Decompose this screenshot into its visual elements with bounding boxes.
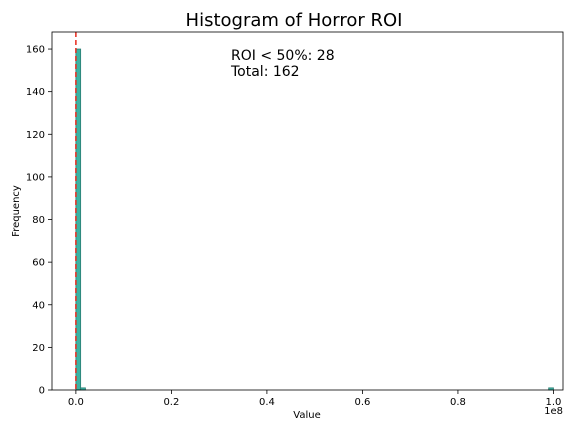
y-tick-label-6: 120 xyxy=(26,130,45,141)
x-tick-label-5: 1.0 xyxy=(545,397,561,408)
x-tick-label-3: 0.6 xyxy=(354,397,370,408)
y-tick-label-0: 0 xyxy=(39,386,45,397)
plot-area: 0.0 0.2 0.4 0.6 0.8 1.0 0 20 40 60 80 100 120 140 160 xyxy=(26,31,564,408)
x-tick-label-2: 0.4 xyxy=(259,397,275,408)
y-axis-label: Frequency xyxy=(11,185,22,237)
y-tick-label-4: 80 xyxy=(32,215,45,226)
x-tick-label-4: 0.8 xyxy=(450,397,466,408)
y-tick-label-2: 40 xyxy=(32,300,45,311)
y-tick-label-5: 100 xyxy=(26,172,45,183)
y-tick-label-3: 60 xyxy=(32,258,45,269)
annotation-roi-below-50: ROI < 50%: 28 xyxy=(231,48,335,64)
x-tick-label-0: 0.0 xyxy=(68,397,84,408)
y-tick-label-7: 140 xyxy=(26,87,45,98)
x-axis-label: Value xyxy=(293,410,320,421)
x-tick-label-1: 0.2 xyxy=(163,397,179,408)
chart-title: Histogram of Horror ROI xyxy=(186,10,403,31)
annotation-total: Total: 162 xyxy=(230,64,300,80)
y-tick-label-1: 20 xyxy=(32,343,45,354)
y-tick-label-8: 160 xyxy=(26,45,45,56)
x-axis-offset-label: 1e8 xyxy=(544,406,563,417)
plot-frame xyxy=(51,31,564,391)
